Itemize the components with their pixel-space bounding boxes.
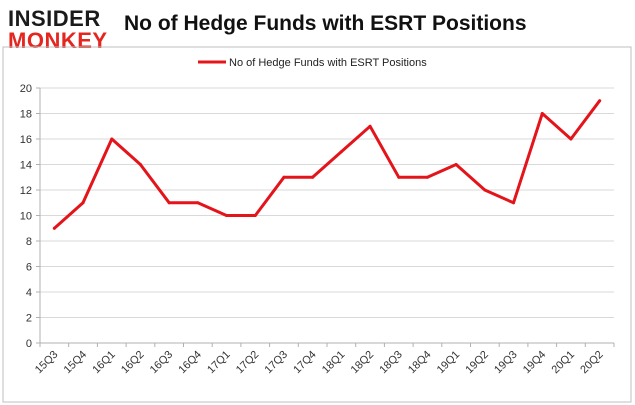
data-point	[454, 163, 458, 166]
x-tick-label: 17Q2	[234, 349, 262, 377]
x-tick-label: 16Q1	[90, 349, 118, 377]
y-tick-label: 16	[20, 134, 32, 146]
legend: No of Hedge Funds with ESRT Positions	[198, 57, 427, 69]
gridlines	[39, 87, 614, 344]
y-tick-label: 14	[20, 160, 32, 172]
chart-title: No of Hedge Funds with ESRT Positions	[124, 12, 527, 35]
series-line	[52, 99, 602, 230]
data-point	[311, 175, 315, 179]
data-point	[598, 99, 602, 103]
data-point	[167, 201, 171, 205]
x-tick-label: 16Q2	[119, 349, 147, 377]
series-group	[52, 99, 602, 230]
data-point	[397, 175, 401, 179]
data-point	[368, 124, 372, 128]
data-point	[339, 150, 343, 154]
data-point	[225, 214, 229, 217]
y-tick-label: 12	[20, 185, 32, 197]
data-point	[282, 175, 286, 179]
x-tick-label: 17Q3	[263, 349, 291, 377]
data-point	[138, 163, 142, 166]
y-tick-label: 20	[20, 83, 32, 95]
x-axis-ticks: 15Q3 15Q4 16Q1 16Q2 16Q3 16Q4 17Q1 17Q2 17Q3 17Q4…	[33, 343, 615, 377]
x-tick-label: 17Q4	[291, 349, 319, 377]
y-tick-label: 0	[26, 338, 32, 350]
data-point	[425, 175, 429, 179]
y-axis-ticks: 0 2 4 6 8 10 12 14 16 18 20	[20, 83, 40, 350]
legend-label: No of Hedge Funds with ESRT Positions	[229, 57, 427, 69]
x-tick-label: 19Q4	[521, 349, 549, 377]
x-tick-label: 18Q3	[377, 349, 405, 377]
x-tick-label: 15Q4	[62, 349, 90, 377]
data-point	[253, 214, 257, 217]
y-tick-label: 18	[20, 109, 32, 121]
x-tick-label: 16Q3	[148, 349, 176, 377]
x-tick-label: 19Q1	[435, 349, 463, 377]
insider-monkey-logo: INSIDER MONKEY	[8, 6, 116, 53]
data-point	[52, 226, 56, 230]
y-tick-label: 2	[26, 313, 32, 325]
chart-frame	[2, 46, 632, 403]
x-tick-label: 19Q3	[492, 349, 520, 377]
data-point	[512, 201, 516, 205]
x-tick-label: 18Q4	[406, 349, 434, 377]
x-tick-label: 16Q4	[176, 349, 204, 377]
data-point	[569, 137, 573, 141]
data-point	[483, 188, 487, 192]
y-tick-label: 8	[26, 236, 32, 248]
x-tick-label: 20Q1	[550, 349, 578, 377]
x-tick-label: 15Q3	[33, 349, 61, 377]
x-tick-label: 18Q1	[320, 349, 348, 377]
data-point	[540, 112, 544, 115]
x-tick-label: 19Q2	[463, 349, 491, 377]
x-tick-label: 18Q2	[349, 349, 377, 377]
logo-line-1: INSIDER	[8, 6, 101, 31]
y-tick-label: 10	[20, 211, 32, 223]
x-tick-label: 20Q2	[578, 349, 606, 377]
logo-line-2: MONKEY	[8, 28, 108, 53]
y-tick-label: 4	[26, 287, 32, 299]
x-tick-label: 17Q1	[205, 349, 233, 377]
data-point	[196, 201, 200, 205]
data-point	[110, 137, 114, 141]
y-tick-label: 6	[26, 262, 32, 274]
data-point	[81, 201, 85, 205]
